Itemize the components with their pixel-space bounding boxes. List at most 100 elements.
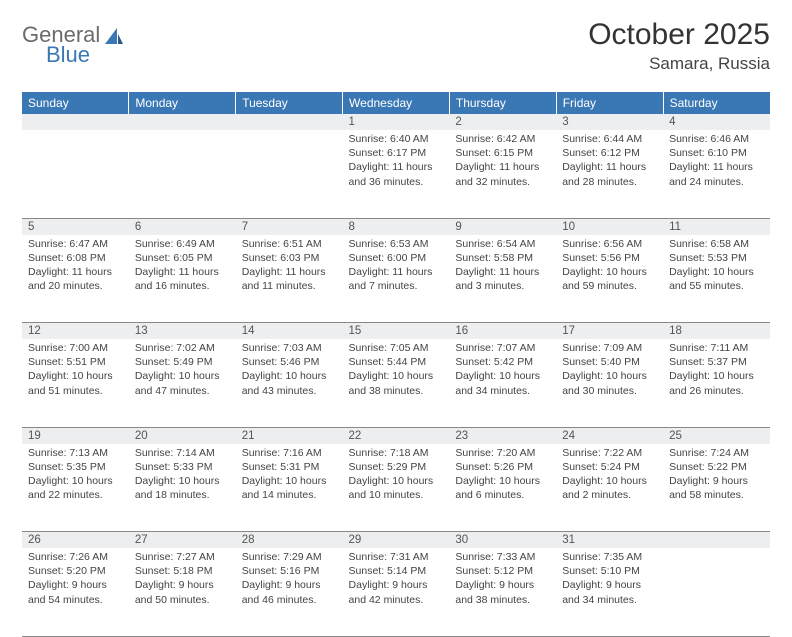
day-cell-body: Sunrise: 7:16 AMSunset: 5:31 PMDaylight:…: [236, 444, 343, 507]
day-number-cell: 15: [343, 323, 450, 340]
day-cell-body: Sunrise: 6:40 AMSunset: 6:17 PMDaylight:…: [343, 130, 450, 193]
day-cell: Sunrise: 7:13 AMSunset: 5:35 PMDaylight:…: [22, 444, 129, 532]
day-number-cell: 12: [22, 323, 129, 340]
day-cell: Sunrise: 7:09 AMSunset: 5:40 PMDaylight:…: [556, 339, 663, 427]
weekday-header: Thursday: [449, 92, 556, 114]
day-cell-body: Sunrise: 6:44 AMSunset: 6:12 PMDaylight:…: [556, 130, 663, 193]
day-number-cell: 31: [556, 532, 663, 549]
day-number-cell: 14: [236, 323, 343, 340]
day-cell: Sunrise: 7:27 AMSunset: 5:18 PMDaylight:…: [129, 548, 236, 636]
day-cell: Sunrise: 7:18 AMSunset: 5:29 PMDaylight:…: [343, 444, 450, 532]
day-number-cell: 13: [129, 323, 236, 340]
day-cell-body: Sunrise: 7:05 AMSunset: 5:44 PMDaylight:…: [343, 339, 450, 402]
header: General October 2025 Samara, Russia: [22, 18, 770, 74]
day-cell: Sunrise: 7:31 AMSunset: 5:14 PMDaylight:…: [343, 548, 450, 636]
day-cell-body: Sunrise: 7:14 AMSunset: 5:33 PMDaylight:…: [129, 444, 236, 507]
day-number-cell: 26: [22, 532, 129, 549]
week-row: Sunrise: 7:00 AMSunset: 5:51 PMDaylight:…: [22, 339, 770, 427]
day-cell-body: Sunrise: 6:49 AMSunset: 6:05 PMDaylight:…: [129, 235, 236, 298]
day-cell: Sunrise: 7:24 AMSunset: 5:22 PMDaylight:…: [663, 444, 770, 532]
day-cell-body: Sunrise: 7:26 AMSunset: 5:20 PMDaylight:…: [22, 548, 129, 611]
weekday-header: Sunday: [22, 92, 129, 114]
day-cell-body: Sunrise: 7:33 AMSunset: 5:12 PMDaylight:…: [449, 548, 556, 611]
day-cell: Sunrise: 7:35 AMSunset: 5:10 PMDaylight:…: [556, 548, 663, 636]
day-cell: Sunrise: 6:44 AMSunset: 6:12 PMDaylight:…: [556, 130, 663, 218]
daynum-row: 12131415161718: [22, 323, 770, 340]
week-row: Sunrise: 7:13 AMSunset: 5:35 PMDaylight:…: [22, 444, 770, 532]
day-cell: Sunrise: 7:07 AMSunset: 5:42 PMDaylight:…: [449, 339, 556, 427]
day-number-cell: 11: [663, 218, 770, 235]
day-cell: Sunrise: 6:49 AMSunset: 6:05 PMDaylight:…: [129, 235, 236, 323]
day-number-cell: [236, 114, 343, 130]
day-number-cell: 16: [449, 323, 556, 340]
daynum-row: 1234: [22, 114, 770, 130]
day-cell: Sunrise: 7:00 AMSunset: 5:51 PMDaylight:…: [22, 339, 129, 427]
week-row: Sunrise: 7:26 AMSunset: 5:20 PMDaylight:…: [22, 548, 770, 636]
daynum-row: 19202122232425: [22, 427, 770, 444]
day-cell: Sunrise: 7:05 AMSunset: 5:44 PMDaylight:…: [343, 339, 450, 427]
day-number-cell: 21: [236, 427, 343, 444]
day-cell: Sunrise: 6:47 AMSunset: 6:08 PMDaylight:…: [22, 235, 129, 323]
day-cell: [22, 130, 129, 218]
daynum-row: 262728293031: [22, 532, 770, 549]
day-number-cell: 23: [449, 427, 556, 444]
day-cell: Sunrise: 7:29 AMSunset: 5:16 PMDaylight:…: [236, 548, 343, 636]
day-cell-body: Sunrise: 6:51 AMSunset: 6:03 PMDaylight:…: [236, 235, 343, 298]
calendar-table: SundayMondayTuesdayWednesdayThursdayFrid…: [22, 92, 770, 637]
day-number-cell: 8: [343, 218, 450, 235]
day-number-cell: [129, 114, 236, 130]
day-cell-body: Sunrise: 7:00 AMSunset: 5:51 PMDaylight:…: [22, 339, 129, 402]
day-cell-body: Sunrise: 6:42 AMSunset: 6:15 PMDaylight:…: [449, 130, 556, 193]
day-number-cell: 18: [663, 323, 770, 340]
day-cell-body: Sunrise: 7:03 AMSunset: 5:46 PMDaylight:…: [236, 339, 343, 402]
day-cell-body: Sunrise: 7:27 AMSunset: 5:18 PMDaylight:…: [129, 548, 236, 611]
day-cell-body: Sunrise: 6:56 AMSunset: 5:56 PMDaylight:…: [556, 235, 663, 298]
weekday-header: Tuesday: [236, 92, 343, 114]
weekday-header-row: SundayMondayTuesdayWednesdayThursdayFrid…: [22, 92, 770, 114]
day-cell-body: Sunrise: 6:46 AMSunset: 6:10 PMDaylight:…: [663, 130, 770, 193]
day-cell: [236, 130, 343, 218]
day-number-cell: 5: [22, 218, 129, 235]
day-number-cell: 19: [22, 427, 129, 444]
day-cell-body: Sunrise: 6:58 AMSunset: 5:53 PMDaylight:…: [663, 235, 770, 298]
week-row: Sunrise: 6:40 AMSunset: 6:17 PMDaylight:…: [22, 130, 770, 218]
day-cell-body: Sunrise: 7:35 AMSunset: 5:10 PMDaylight:…: [556, 548, 663, 611]
day-cell-body: Sunrise: 6:53 AMSunset: 6:00 PMDaylight:…: [343, 235, 450, 298]
weekday-header: Saturday: [663, 92, 770, 114]
day-cell: Sunrise: 7:11 AMSunset: 5:37 PMDaylight:…: [663, 339, 770, 427]
week-row: Sunrise: 6:47 AMSunset: 6:08 PMDaylight:…: [22, 235, 770, 323]
day-cell: Sunrise: 7:02 AMSunset: 5:49 PMDaylight:…: [129, 339, 236, 427]
day-number-cell: [663, 532, 770, 549]
day-cell-body: Sunrise: 7:31 AMSunset: 5:14 PMDaylight:…: [343, 548, 450, 611]
day-cell: Sunrise: 7:14 AMSunset: 5:33 PMDaylight:…: [129, 444, 236, 532]
day-cell: Sunrise: 7:16 AMSunset: 5:31 PMDaylight:…: [236, 444, 343, 532]
day-number-cell: 9: [449, 218, 556, 235]
day-cell-body: Sunrise: 7:18 AMSunset: 5:29 PMDaylight:…: [343, 444, 450, 507]
day-cell-body: Sunrise: 7:11 AMSunset: 5:37 PMDaylight:…: [663, 339, 770, 402]
day-cell-body: Sunrise: 7:02 AMSunset: 5:49 PMDaylight:…: [129, 339, 236, 402]
day-cell: Sunrise: 7:03 AMSunset: 5:46 PMDaylight:…: [236, 339, 343, 427]
day-cell: Sunrise: 6:56 AMSunset: 5:56 PMDaylight:…: [556, 235, 663, 323]
day-number-cell: 3: [556, 114, 663, 130]
day-number-cell: 10: [556, 218, 663, 235]
day-cell-body: Sunrise: 7:07 AMSunset: 5:42 PMDaylight:…: [449, 339, 556, 402]
day-cell: [663, 548, 770, 636]
day-cell-body: Sunrise: 6:54 AMSunset: 5:58 PMDaylight:…: [449, 235, 556, 298]
location: Samara, Russia: [588, 54, 770, 74]
day-number-cell: 6: [129, 218, 236, 235]
day-number-cell: 25: [663, 427, 770, 444]
day-number-cell: 1: [343, 114, 450, 130]
day-number-cell: 29: [343, 532, 450, 549]
day-number-cell: 2: [449, 114, 556, 130]
day-number-cell: 27: [129, 532, 236, 549]
daynum-row: 567891011: [22, 218, 770, 235]
day-number-cell: [22, 114, 129, 130]
day-cell: Sunrise: 7:33 AMSunset: 5:12 PMDaylight:…: [449, 548, 556, 636]
day-number-cell: 24: [556, 427, 663, 444]
day-cell: Sunrise: 7:22 AMSunset: 5:24 PMDaylight:…: [556, 444, 663, 532]
day-cell: Sunrise: 6:54 AMSunset: 5:58 PMDaylight:…: [449, 235, 556, 323]
month-title: October 2025: [588, 18, 770, 52]
day-cell: [129, 130, 236, 218]
day-cell: Sunrise: 6:40 AMSunset: 6:17 PMDaylight:…: [343, 130, 450, 218]
day-cell: Sunrise: 6:51 AMSunset: 6:03 PMDaylight:…: [236, 235, 343, 323]
